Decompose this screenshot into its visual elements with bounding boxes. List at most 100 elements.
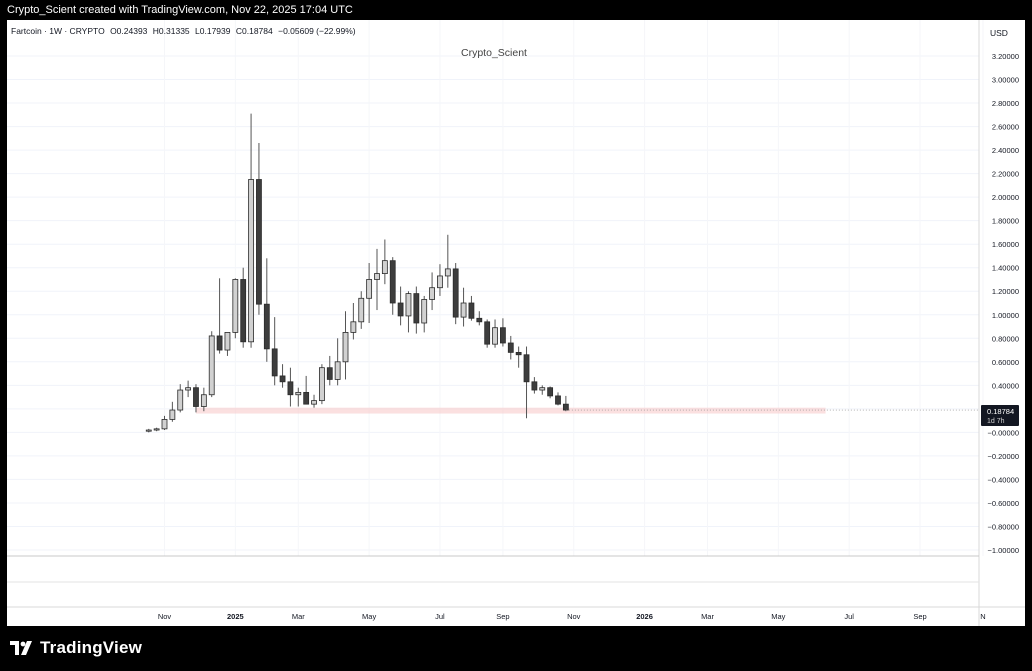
candle-body: [374, 273, 380, 280]
legend-open: O0.24393: [110, 26, 148, 36]
candle: [468, 295, 475, 321]
x-tick-label: May: [771, 612, 785, 621]
candle-body: [303, 391, 310, 405]
candle-body: [555, 395, 561, 405]
candle: [271, 317, 278, 386]
candle-body: [334, 361, 341, 380]
candle: [507, 335, 514, 360]
x-tick-label: Mar: [701, 612, 714, 621]
candle: [374, 248, 380, 311]
candle: [318, 364, 325, 405]
footer: TradingView: [0, 626, 1032, 671]
ohlc-legend: Fartcoin · 1W · CRYPTO O0.24393 H0.31335…: [11, 26, 356, 36]
candle-body: [208, 335, 215, 396]
candle-body: [342, 332, 349, 363]
candle-body: [263, 303, 270, 350]
price-tag-value: 0.18784: [987, 407, 1014, 416]
candle: [177, 384, 184, 413]
y-tick-label: 0.80000: [992, 334, 1019, 343]
candle: [208, 331, 215, 398]
candle: [437, 264, 443, 296]
candle: [256, 143, 262, 315]
candle: [366, 263, 373, 323]
y-tick-label: 0.60000: [992, 358, 1019, 367]
candle-body: [279, 375, 286, 383]
grid-layer: [7, 20, 984, 556]
candle: [216, 278, 223, 354]
candle-body: [507, 342, 514, 353]
x-tick-label: N: [980, 612, 985, 621]
candle: [326, 355, 333, 386]
x-tick-label: Nov: [158, 612, 172, 621]
candle-body: [287, 381, 294, 396]
x-tick-label: May: [362, 612, 376, 621]
y-tick-label: 2.20000: [992, 170, 1019, 179]
y-tick-label: −0.00000: [988, 428, 1020, 437]
candle-body: [169, 409, 176, 420]
x-tick-label: Mar: [292, 612, 305, 621]
candle: [240, 267, 247, 348]
candle-body: [271, 348, 278, 377]
y-tick-label: 0.40000: [992, 381, 1019, 390]
candle-body: [452, 268, 459, 318]
legend-low: L0.17939: [195, 26, 231, 36]
candle-body: [311, 400, 317, 405]
candle-body: [177, 389, 184, 411]
y-tick-label: −0.20000: [988, 452, 1020, 461]
candle: [295, 387, 302, 407]
candle: [547, 386, 554, 399]
candle: [200, 387, 207, 412]
candle: [350, 303, 357, 340]
candle: [539, 385, 546, 395]
candle-body: [216, 335, 223, 351]
candle: [287, 367, 294, 407]
price-tag-countdown: 1d 7h: [987, 418, 1005, 425]
candle: [334, 338, 341, 386]
price-chart[interactable]: Crypto_Scient Fartcoin · 1W · CRYPTO O0.…: [7, 20, 1025, 626]
chart-frame[interactable]: Crypto_Scient Fartcoin · 1W · CRYPTO O0.…: [7, 20, 1025, 626]
x-tick-label: Sep: [496, 612, 509, 621]
candle-body: [397, 302, 404, 317]
candle-body: [476, 317, 483, 323]
tradingview-logo-icon: [10, 641, 32, 655]
candle-body: [523, 354, 530, 383]
y-tick-label: 1.20000: [992, 287, 1019, 296]
candle: [421, 295, 428, 333]
candle: [303, 375, 310, 405]
candle: [153, 427, 160, 432]
candle-body: [145, 429, 152, 432]
candle-body: [547, 387, 554, 397]
y-tick-label: 1.40000: [992, 264, 1019, 273]
y-tick-label: −0.40000: [988, 475, 1020, 484]
x-tick-label: Nov: [567, 612, 581, 621]
candle-body: [421, 299, 428, 324]
y-tick-label: −0.80000: [988, 522, 1020, 531]
candle-body: [381, 260, 388, 274]
y-axis: 3.20000 3.00000 2.80000 2.60000 2.40000 2.200…: [988, 52, 1020, 555]
y-tick-label: 1.60000: [992, 240, 1019, 249]
candle: [531, 377, 538, 394]
candle: [248, 113, 254, 348]
y-tick-label: −0.60000: [988, 499, 1020, 508]
legend-high: H0.31335: [153, 26, 190, 36]
candle: [358, 291, 365, 329]
candle-body: [153, 428, 160, 431]
candle: [452, 263, 459, 325]
candle: [193, 384, 199, 413]
y-tick-label: −1.00000: [988, 546, 1020, 555]
y-tick-label: 1.80000: [992, 217, 1019, 226]
candle: [397, 286, 404, 326]
candle: [232, 278, 239, 339]
candle-body: [468, 302, 475, 319]
candle: [279, 364, 286, 388]
x-tick-label: Jul: [435, 612, 445, 621]
candle-body: [256, 179, 262, 305]
x-tick-label: Sep: [913, 612, 926, 621]
candle-body: [492, 327, 498, 345]
candle: [562, 395, 569, 412]
candle: [515, 346, 522, 368]
candle: [145, 428, 152, 433]
tradingview-logo[interactable]: TradingView: [10, 638, 142, 658]
candle: [500, 318, 506, 347]
candle-body: [444, 268, 451, 277]
